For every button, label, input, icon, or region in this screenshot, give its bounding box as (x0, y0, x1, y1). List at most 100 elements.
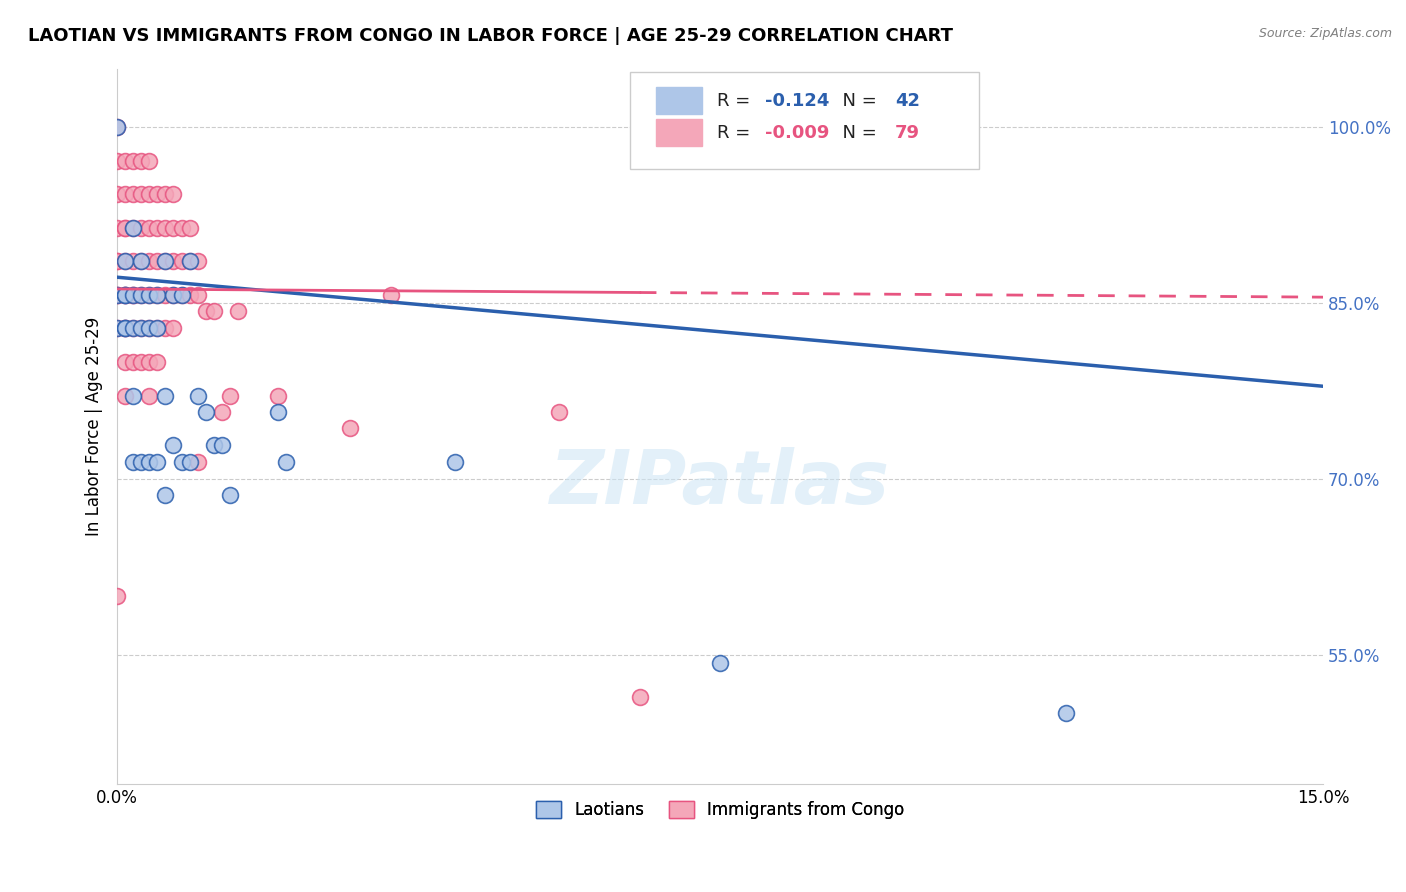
Text: Source: ZipAtlas.com: Source: ZipAtlas.com (1258, 27, 1392, 40)
Point (122, 455, 145, 469)
Point (131, 253, 153, 268)
Point (194, 304, 217, 318)
Point (131, 154, 153, 169)
Point (187, 455, 209, 469)
Point (162, 221, 184, 235)
Point (114, 221, 136, 235)
Legend: Laotians, Immigrants from Congo: Laotians, Immigrants from Congo (529, 794, 911, 825)
Point (179, 253, 201, 268)
Point (146, 186, 169, 201)
Point (162, 438, 184, 452)
Point (131, 221, 153, 235)
Point (155, 288, 177, 302)
Point (122, 288, 145, 302)
Point (131, 253, 153, 268)
Point (138, 253, 160, 268)
Point (122, 253, 145, 268)
Text: R =: R = (717, 92, 755, 110)
Point (170, 253, 193, 268)
Point (131, 354, 153, 368)
Text: N =: N = (831, 124, 883, 142)
Bar (657, 87, 702, 114)
Point (179, 455, 201, 469)
Point (131, 288, 153, 302)
Point (122, 288, 145, 302)
Point (138, 154, 160, 169)
Text: 79: 79 (896, 124, 920, 142)
Point (122, 186, 145, 201)
Point (187, 288, 209, 302)
Point (105, 154, 128, 169)
Point (105, 288, 128, 302)
Point (155, 488, 177, 502)
Point (105, 120, 128, 135)
Point (226, 304, 249, 318)
Point (155, 253, 177, 268)
Point (146, 320, 169, 334)
Point (146, 455, 169, 469)
Point (187, 389, 209, 403)
Point (105, 288, 128, 302)
Text: LAOTIAN VS IMMIGRANTS FROM CONGO IN LABOR FORCE | AGE 25-29 CORRELATION CHART: LAOTIAN VS IMMIGRANTS FROM CONGO IN LABO… (28, 27, 953, 45)
Point (267, 389, 290, 403)
Text: -0.009: -0.009 (765, 124, 830, 142)
Point (114, 288, 136, 302)
Point (138, 186, 160, 201)
Point (114, 154, 136, 169)
Text: N =: N = (831, 92, 883, 110)
Point (267, 405, 290, 419)
Point (138, 320, 160, 334)
Point (339, 421, 361, 435)
Point (131, 320, 153, 334)
Point (170, 221, 193, 235)
Point (122, 154, 145, 169)
Point (122, 221, 145, 235)
Point (202, 304, 225, 318)
Point (170, 288, 193, 302)
Point (146, 221, 169, 235)
Point (114, 320, 136, 334)
Point (114, 354, 136, 368)
Point (162, 288, 184, 302)
Text: 42: 42 (896, 92, 920, 110)
Point (162, 253, 184, 268)
Point (155, 221, 177, 235)
Point (114, 320, 136, 334)
Point (211, 438, 233, 452)
Point (138, 288, 160, 302)
Point (162, 320, 184, 334)
Bar (657, 120, 702, 146)
Point (114, 320, 136, 334)
Point (114, 288, 136, 302)
Point (114, 186, 136, 201)
Point (628, 690, 651, 704)
Point (179, 221, 201, 235)
Point (114, 288, 136, 302)
Point (162, 186, 184, 201)
Point (170, 455, 193, 469)
Point (146, 288, 169, 302)
Point (138, 320, 160, 334)
Point (105, 186, 128, 201)
Point (131, 288, 153, 302)
Point (218, 389, 240, 403)
Text: ZIPatlas: ZIPatlas (550, 447, 890, 520)
Point (179, 253, 201, 268)
Point (155, 389, 177, 403)
Point (170, 288, 193, 302)
Point (179, 288, 201, 302)
Point (105, 288, 128, 302)
Point (146, 253, 169, 268)
Point (105, 320, 128, 334)
Point (122, 288, 145, 302)
Point (122, 354, 145, 368)
Point (131, 455, 153, 469)
Point (131, 320, 153, 334)
Point (114, 253, 136, 268)
Text: -0.124: -0.124 (765, 92, 830, 110)
Point (218, 488, 240, 502)
Point (114, 221, 136, 235)
Point (138, 354, 160, 368)
Point (548, 405, 571, 419)
Point (105, 120, 128, 135)
